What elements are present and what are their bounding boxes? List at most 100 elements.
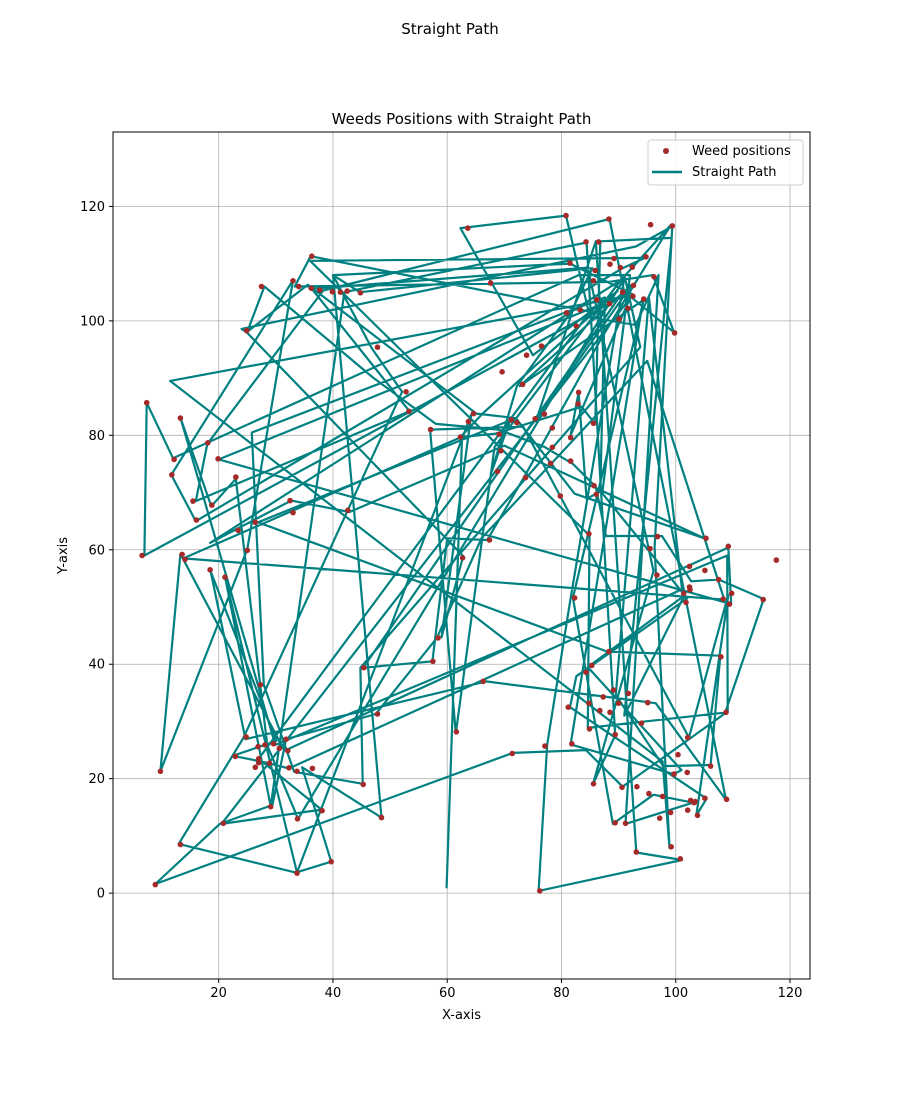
weed-point — [470, 410, 477, 417]
weed-point — [687, 587, 693, 593]
weed-point — [600, 694, 606, 700]
weed-point — [557, 493, 564, 499]
weed-point — [257, 682, 264, 688]
weed-point — [177, 415, 184, 421]
weed-point — [630, 293, 636, 300]
weed-point — [152, 881, 159, 888]
weed-point — [486, 537, 493, 543]
weed-point — [659, 793, 666, 800]
weed-point — [309, 765, 316, 772]
weed-point — [612, 731, 618, 738]
weed-point — [294, 870, 300, 876]
weed-point — [498, 448, 504, 454]
weed-point — [590, 781, 597, 787]
weed-point — [607, 261, 613, 268]
weed-point — [233, 474, 239, 480]
weed-point — [207, 567, 213, 573]
weed-point — [290, 509, 296, 516]
weed-point — [593, 491, 600, 498]
weed-point — [573, 323, 580, 329]
weed-point — [646, 790, 652, 797]
y-tick-label: 100 — [80, 314, 105, 329]
x-tick-label: 20 — [210, 986, 227, 1001]
weed-point — [630, 282, 637, 289]
weed-point — [360, 781, 367, 788]
weed-point — [563, 310, 570, 316]
weed-point — [435, 635, 441, 641]
weed-point — [640, 296, 647, 302]
weed-point — [406, 408, 412, 415]
legend-weed-positions-label: Weed positions — [692, 144, 791, 159]
weed-point — [509, 750, 516, 757]
weed-point — [606, 300, 613, 307]
weed-point — [538, 343, 545, 349]
weed-point — [616, 316, 622, 322]
weed-point — [252, 764, 259, 771]
weed-point — [143, 399, 150, 406]
weed-point — [728, 590, 735, 597]
weed-point — [594, 296, 600, 303]
weed-point — [606, 216, 612, 222]
y-tick-label: 80 — [88, 429, 105, 444]
chart-title: Weeds Positions with Straight Path — [332, 110, 592, 128]
weed-point — [586, 531, 592, 537]
weed-point — [590, 420, 597, 427]
weed-point — [177, 841, 184, 848]
weed-point — [707, 763, 714, 769]
plot-frame — [112, 131, 811, 980]
x-tick-label: 40 — [325, 986, 342, 1001]
weed-point — [171, 456, 177, 463]
weed-point — [668, 844, 674, 850]
y-tick-label: 60 — [88, 543, 105, 558]
x-tick-label: 100 — [663, 986, 688, 1001]
weed-point — [567, 260, 573, 266]
weed-point — [675, 751, 681, 758]
weed-point — [255, 755, 262, 762]
weed-point — [684, 807, 691, 813]
weed-point — [344, 288, 351, 294]
weed-point — [718, 654, 724, 660]
weed-point — [563, 212, 569, 219]
y-axis-label: Y-axis — [56, 537, 71, 575]
weed-point — [622, 820, 629, 827]
legend-straight-path-label: Straight Path — [692, 165, 777, 180]
weed-point — [625, 690, 632, 697]
weed-point — [243, 734, 249, 740]
weed-point — [686, 563, 693, 570]
weed-point — [319, 807, 325, 814]
weed-point — [232, 753, 239, 760]
weed-point — [286, 765, 292, 771]
weed-point — [276, 745, 283, 752]
weed-point — [283, 736, 289, 742]
weed-point — [295, 283, 302, 290]
weed-point — [671, 330, 678, 336]
weed-point — [592, 267, 598, 274]
weed-point — [542, 743, 548, 749]
weed-point — [290, 278, 296, 284]
weed-point — [537, 888, 543, 894]
weed-point — [243, 327, 250, 334]
weed-point — [567, 458, 574, 464]
weed-point — [591, 482, 597, 489]
weed-point — [702, 567, 708, 574]
weed-point — [595, 239, 602, 245]
weed-point — [720, 596, 726, 602]
weed-point — [692, 798, 698, 805]
weed-point — [235, 527, 241, 534]
weed-point — [671, 771, 677, 777]
weed-point — [723, 796, 730, 803]
x-axis-ticks: 20 40 60 80 100 120 — [210, 979, 802, 1001]
weed-point — [523, 352, 530, 359]
weed-point — [317, 287, 323, 293]
weed-point — [374, 711, 381, 717]
weed-point — [255, 743, 261, 750]
weed-point — [459, 555, 466, 561]
weed-point — [611, 255, 617, 262]
figure-suptitle: Straight Path — [401, 20, 499, 38]
weed-point — [583, 239, 589, 245]
weed-point — [549, 425, 556, 431]
weed-point — [494, 468, 501, 475]
weed-point — [647, 545, 653, 552]
weed-point — [215, 456, 221, 462]
weed-point — [337, 289, 344, 296]
